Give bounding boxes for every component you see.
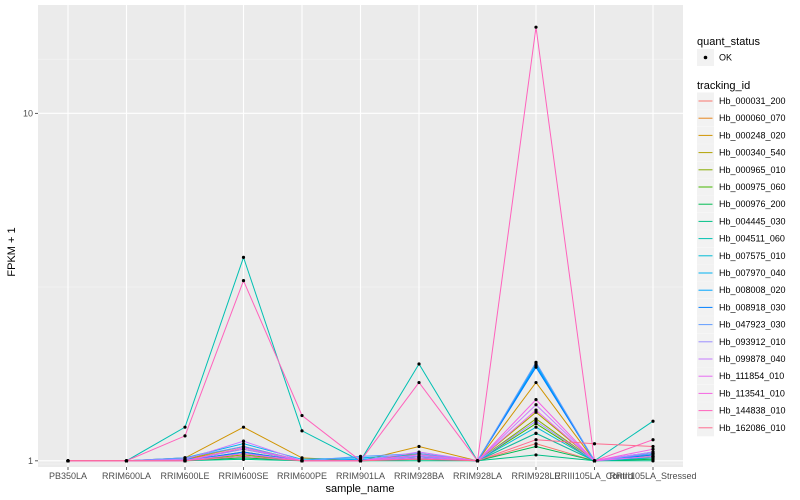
- data-point: [183, 425, 187, 429]
- data-point: [417, 450, 421, 454]
- data-point: [592, 459, 597, 463]
- data-point: [534, 408, 538, 412]
- legend-label: Hb_000340_540: [719, 148, 786, 158]
- legend-label: Hb_047923_030: [719, 320, 786, 330]
- legend-label: Hb_007575_010: [719, 251, 786, 261]
- data-point: [651, 444, 655, 449]
- x-tick-label: RRIM928LA: [453, 471, 502, 481]
- data-point: [534, 380, 538, 385]
- data-point: [534, 419, 538, 423]
- data-point: [534, 403, 538, 407]
- data-point: [300, 459, 304, 463]
- grid-lines: [38, 5, 683, 467]
- data-point: [241, 255, 246, 259]
- legend-tracking-id: Hb_000031_200 Hb_000060_070 Hb_000248_020 H…: [697, 92, 786, 437]
- legend-label: Hb_099878_040: [719, 354, 786, 364]
- legend-label: Hb_000060_070: [719, 113, 786, 123]
- data-point: [66, 459, 70, 463]
- data-point: [417, 457, 421, 461]
- data-point: [241, 457, 246, 461]
- y-tick-label: 1: [28, 456, 33, 466]
- legend-label: Hb_008008_020: [719, 285, 786, 295]
- legend-label: Hb_000031_200: [719, 96, 786, 106]
- legend-label: OK: [719, 53, 732, 63]
- data-point: [241, 442, 246, 446]
- data-point: [358, 454, 363, 458]
- legend-label: Hb_008918_030: [719, 302, 786, 312]
- data-point: [241, 279, 246, 283]
- legend-label: Hb_000975_060: [719, 182, 786, 192]
- x-tick-label: PB350LA: [49, 471, 87, 481]
- data-point: [534, 444, 538, 449]
- data-point: [592, 442, 597, 446]
- data-point: [241, 451, 246, 456]
- legend-label: Hb_007970_040: [719, 268, 786, 278]
- data-point: [651, 447, 655, 451]
- data-point: [534, 25, 538, 29]
- x-axis: PB350LA RRIM600LA RRIM600LE RRIM600SE RRIM60…: [49, 467, 697, 481]
- data-point: [124, 459, 129, 463]
- data-point: [300, 429, 304, 433]
- data-point: [358, 459, 363, 463]
- data-point: [241, 454, 246, 458]
- data-point: [417, 444, 421, 449]
- legend-label: Hb_113541_010: [719, 388, 785, 398]
- legend-label: Hb_000965_010: [719, 165, 786, 175]
- x-tick-label: RRIM928BA: [394, 471, 444, 481]
- x-tick-label: RRIII105LA_Control: [554, 471, 635, 481]
- data-point: [534, 431, 538, 435]
- legend-label: Hb_000248_020: [719, 130, 786, 140]
- y-axis-title: FPKM + 1: [6, 227, 18, 276]
- y-axis: 1 10: [23, 108, 38, 466]
- x-tick-label: RRIM928LE: [511, 471, 560, 481]
- data-point: [417, 362, 421, 366]
- legend-label: Hb_004511_060: [719, 234, 785, 244]
- legend-quant-status-title: quant_status: [697, 36, 760, 48]
- data-point: [534, 365, 538, 369]
- legend-label: Hb_000976_200: [719, 199, 786, 209]
- data-point: [417, 380, 421, 385]
- legend-tracking-id-title: tracking_id: [697, 80, 750, 92]
- x-tick-label: RRIM600LA: [102, 471, 151, 481]
- data-point: [241, 446, 246, 450]
- data-point: [534, 442, 538, 446]
- data-point: [183, 434, 187, 438]
- data-point: [534, 398, 538, 402]
- data-point: [651, 438, 655, 442]
- data-points: [66, 25, 655, 463]
- data-point: [300, 413, 304, 418]
- y-tick-label: 10: [23, 108, 33, 118]
- legend-point-marker: [703, 55, 708, 60]
- legend: quant_status OK tracking_id Hb_000031_20…: [697, 36, 786, 437]
- data-point: [651, 454, 655, 458]
- legend-label: Hb_162086_010: [719, 423, 786, 433]
- legend-quant-status: OK: [697, 49, 732, 66]
- data-point: [534, 438, 538, 442]
- legend-label: Hb_111854_010: [719, 371, 784, 381]
- legend-label: Hb_004445_030: [719, 216, 786, 226]
- data-point: [183, 459, 187, 463]
- x-tick-label: RRIM600PE: [277, 471, 327, 481]
- data-point: [241, 439, 246, 443]
- x-axis-title: sample_name: [325, 483, 394, 495]
- data-point: [534, 417, 538, 421]
- data-point: [534, 425, 538, 429]
- data-point: [475, 459, 480, 463]
- data-point: [241, 425, 246, 429]
- data-point: [651, 419, 655, 423]
- x-tick-label: RRIM901LA: [336, 471, 385, 481]
- x-tick-label: RRIII105LA_Stressed: [609, 471, 696, 481]
- legend-label: Hb_144838_010: [719, 406, 786, 416]
- legend-label: Hb_093912_010: [719, 337, 786, 347]
- data-point: [651, 459, 655, 463]
- data-point: [534, 360, 538, 364]
- data-point: [417, 453, 421, 457]
- x-tick-label: RRIM600SE: [218, 471, 268, 481]
- data-point: [651, 450, 655, 454]
- x-tick-label: RRIM600LE: [160, 471, 209, 481]
- data-point: [534, 453, 538, 457]
- data-point: [534, 421, 538, 426]
